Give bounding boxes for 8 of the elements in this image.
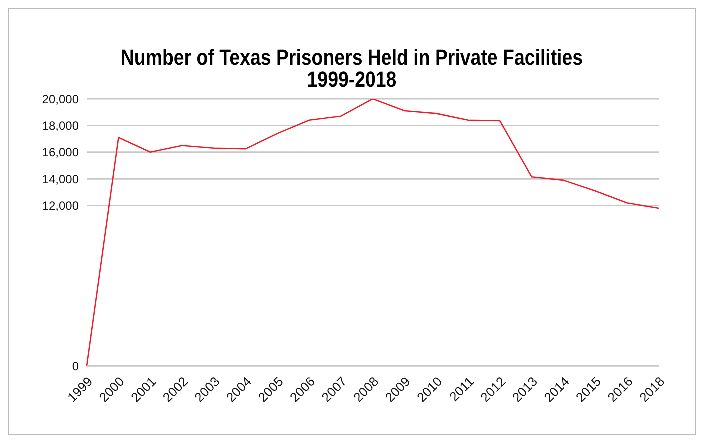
y-tick-label: 20,000 bbox=[42, 92, 80, 106]
y-tick-label: 18,000 bbox=[42, 118, 80, 133]
y-tick-label: 0 bbox=[72, 359, 80, 374]
line-series bbox=[86, 99, 660, 366]
y-tick-label: 12,000 bbox=[42, 199, 80, 214]
chart-title: Number of Texas Prisoners Held in Private Facilities 1999-2018 bbox=[120, 45, 584, 92]
y-tick-label: 14,000 bbox=[42, 172, 80, 186]
y-tick-label: 16,000 bbox=[42, 146, 80, 160]
